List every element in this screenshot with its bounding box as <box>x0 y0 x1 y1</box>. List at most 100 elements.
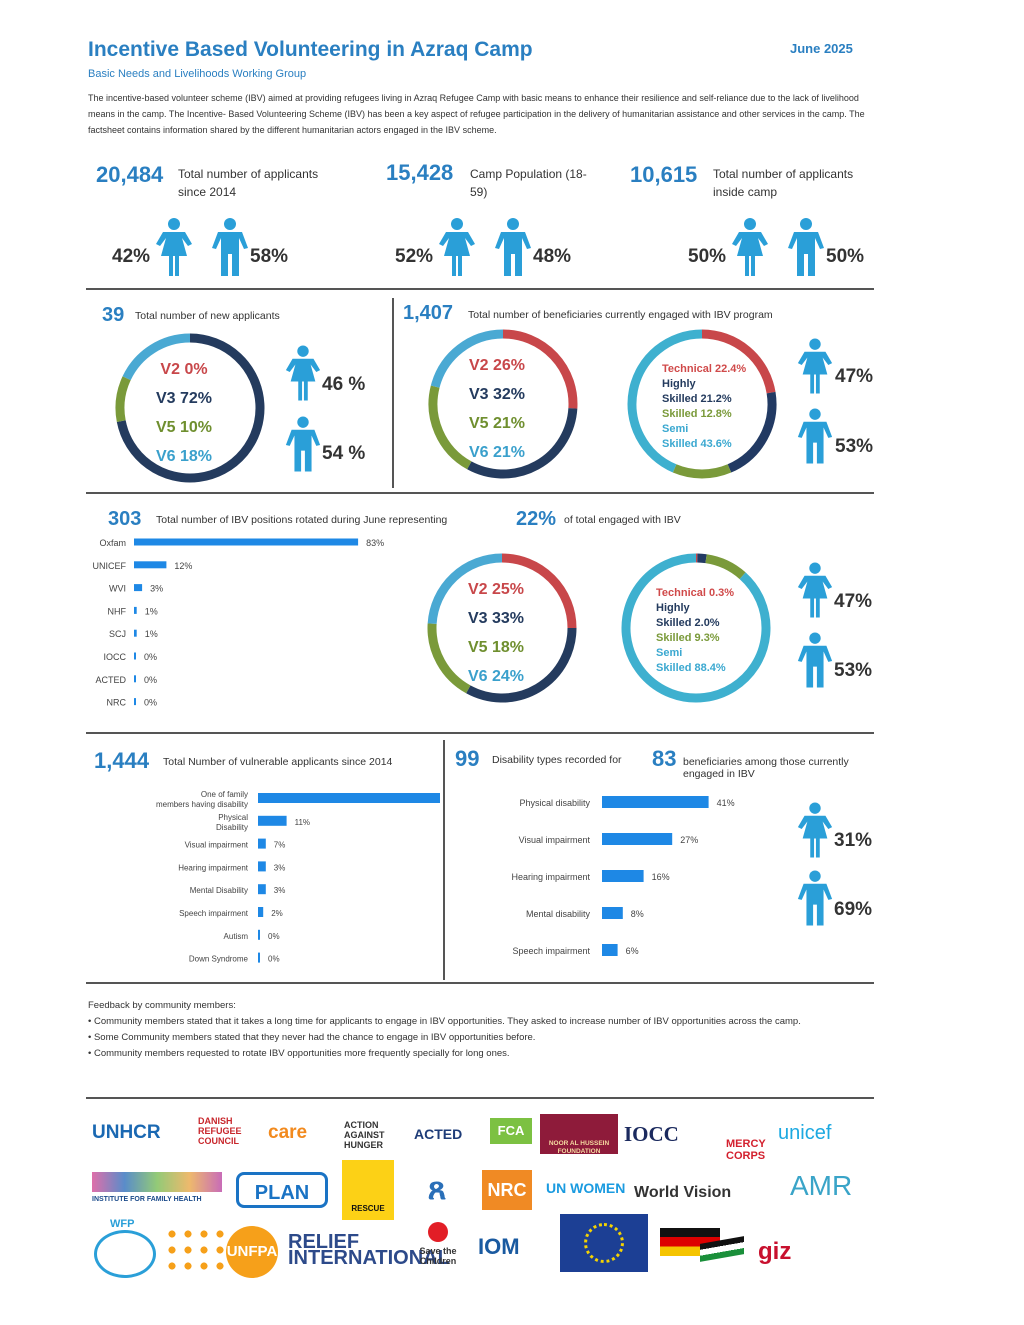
bar-category-label: Visual impairment <box>519 835 591 845</box>
bar <box>258 929 260 940</box>
donut-segment <box>430 329 504 388</box>
donut-label: Skilled 12.8% <box>662 408 732 420</box>
page-subtitle: Basic Needs and Livelihoods Working Grou… <box>88 68 307 80</box>
bar-category-label: Disability <box>216 823 248 832</box>
bar-chart-disability: Physical disability 41% Visual impairment 2… <box>511 796 735 956</box>
giz-logo: giz <box>758 1238 792 1265</box>
bar <box>258 884 266 895</box>
bar <box>134 538 359 546</box>
donut-label: Semi <box>656 647 682 659</box>
female-icon <box>730 218 770 276</box>
donut-label: Skilled 43.6% <box>662 438 732 450</box>
bar-category-label: IOCC <box>104 652 127 662</box>
unicef-logo: unicef <box>778 1122 832 1144</box>
bar <box>602 833 673 845</box>
feedback-section: Feedback by community members: • Communi… <box>88 998 878 1062</box>
bar-value-label: 0% <box>144 675 157 685</box>
bar <box>134 606 137 614</box>
bar-value-label: 1% <box>145 606 158 616</box>
eu-flag-icon <box>560 1214 648 1272</box>
feedback-item: • Community members requested to rotate … <box>88 1048 510 1059</box>
bar-value-label: 83% <box>366 538 384 548</box>
donut-label: V2 0% <box>160 361 207 378</box>
donut-segment <box>428 385 472 470</box>
donut-segment <box>115 376 131 422</box>
donut-label: Skilled 9.3% <box>656 632 720 644</box>
stat-inside-camp-value: 10,615 <box>630 162 698 187</box>
bar-chart-partners: Oxfam 83% UNICEF 12% WVI 3% NHF 1% SCJ 1% IOCC 0% AC… <box>93 538 385 708</box>
aah-logo: ACTION AGAINST HUNGER <box>344 1120 385 1150</box>
divider <box>86 288 874 290</box>
donut-label: Technical 0.3% <box>656 587 734 599</box>
donut-segment <box>627 329 703 473</box>
donut-label: Semi <box>662 423 688 435</box>
male-pct: 53% <box>834 660 873 681</box>
male-icon <box>786 218 826 276</box>
amr-logo: AMR <box>790 1170 853 1201</box>
disability-value: 99 <box>455 746 480 771</box>
rotated-value: 303 <box>108 508 142 530</box>
bar-category-label: WVI <box>109 584 126 594</box>
bar <box>602 907 623 919</box>
donut-segment <box>502 329 578 409</box>
iocc-logo: IOCC <box>624 1122 679 1146</box>
male-icon <box>796 870 834 926</box>
bar-category-label: Autism <box>224 932 249 941</box>
donut-segment <box>672 464 732 479</box>
bar-value-label: 8% <box>631 909 644 919</box>
feedback-heading: Feedback by community members: <box>88 1000 236 1011</box>
engaged-label: Total number of beneficiaries currently … <box>468 309 773 321</box>
rotated-share: 22% <box>516 508 557 530</box>
plan-logo: PLAN <box>236 1172 328 1208</box>
female-pct: 50% <box>688 246 727 267</box>
bar-value-label: 0% <box>144 652 157 662</box>
bar <box>134 584 143 592</box>
bar <box>258 815 287 826</box>
bar <box>134 561 167 569</box>
bar-category-label: Hearing impairment <box>511 872 590 882</box>
engaged-value: 1,407 <box>403 302 454 324</box>
male-pct: 53% <box>835 436 874 457</box>
bar-value-label: 3% <box>150 584 163 594</box>
rotated-share-label: of total engaged with IBV <box>564 514 681 526</box>
bar-value-label: 7% <box>274 841 286 850</box>
feedback-item: • Some Community members stated that the… <box>88 1032 536 1043</box>
bar-category-label: Speech impairment <box>179 909 249 918</box>
bar <box>258 952 260 963</box>
vulnerable-label: Total Number of vulnerable applicants si… <box>163 756 393 768</box>
male-pct: 50% <box>826 246 865 267</box>
donut-new-applicants: V2 0% V3 72% V5 10% V6 18% <box>115 333 265 483</box>
bar-category-label: Mental Disability <box>190 886 248 895</box>
donut-label: V3 33% <box>468 610 524 627</box>
female-icon <box>796 338 834 394</box>
bar-value-label: 12% <box>174 561 192 571</box>
divider <box>86 732 874 734</box>
male-pct: 69% <box>834 899 873 920</box>
donut-label: Skilled 88.4% <box>656 662 726 674</box>
female-pct: 47% <box>835 366 874 387</box>
nhf-logo: NOOR AL HUSSEIN FOUNDATION <box>540 1114 618 1155</box>
female-pct: 52% <box>395 246 434 267</box>
stat-inside-camp-label: Total number of applicants inside camp <box>713 167 854 199</box>
bar-value-label: 16% <box>652 872 670 882</box>
bar-category-label: NRC <box>107 698 127 708</box>
donut-label: V6 21% <box>469 444 525 461</box>
dots-logo-icon <box>164 1226 224 1276</box>
bar <box>602 796 709 808</box>
bar-value-label: 1% <box>145 629 158 639</box>
bar-category-label: members having disability <box>156 800 248 809</box>
feedback-item: • Community members stated that it takes… <box>88 1016 801 1027</box>
new-applicants-label: Total number of new applicants <box>135 310 280 322</box>
donut-segment <box>116 333 265 483</box>
donut-label: V3 72% <box>156 390 212 407</box>
donut-segment <box>727 391 777 473</box>
bar-category-label: Physical disability <box>519 798 590 808</box>
bar <box>602 944 618 956</box>
donut-label: Skilled 21.2% <box>662 393 732 405</box>
donut-segment <box>705 554 746 580</box>
stat-population-label: Camp Population (18-59) <box>470 167 587 199</box>
rotated-label: Total number of IBV positions rotated du… <box>156 514 448 526</box>
donut-segment <box>697 553 707 564</box>
acted-logo: ACTED <box>414 1126 463 1142</box>
female-icon <box>796 802 834 858</box>
